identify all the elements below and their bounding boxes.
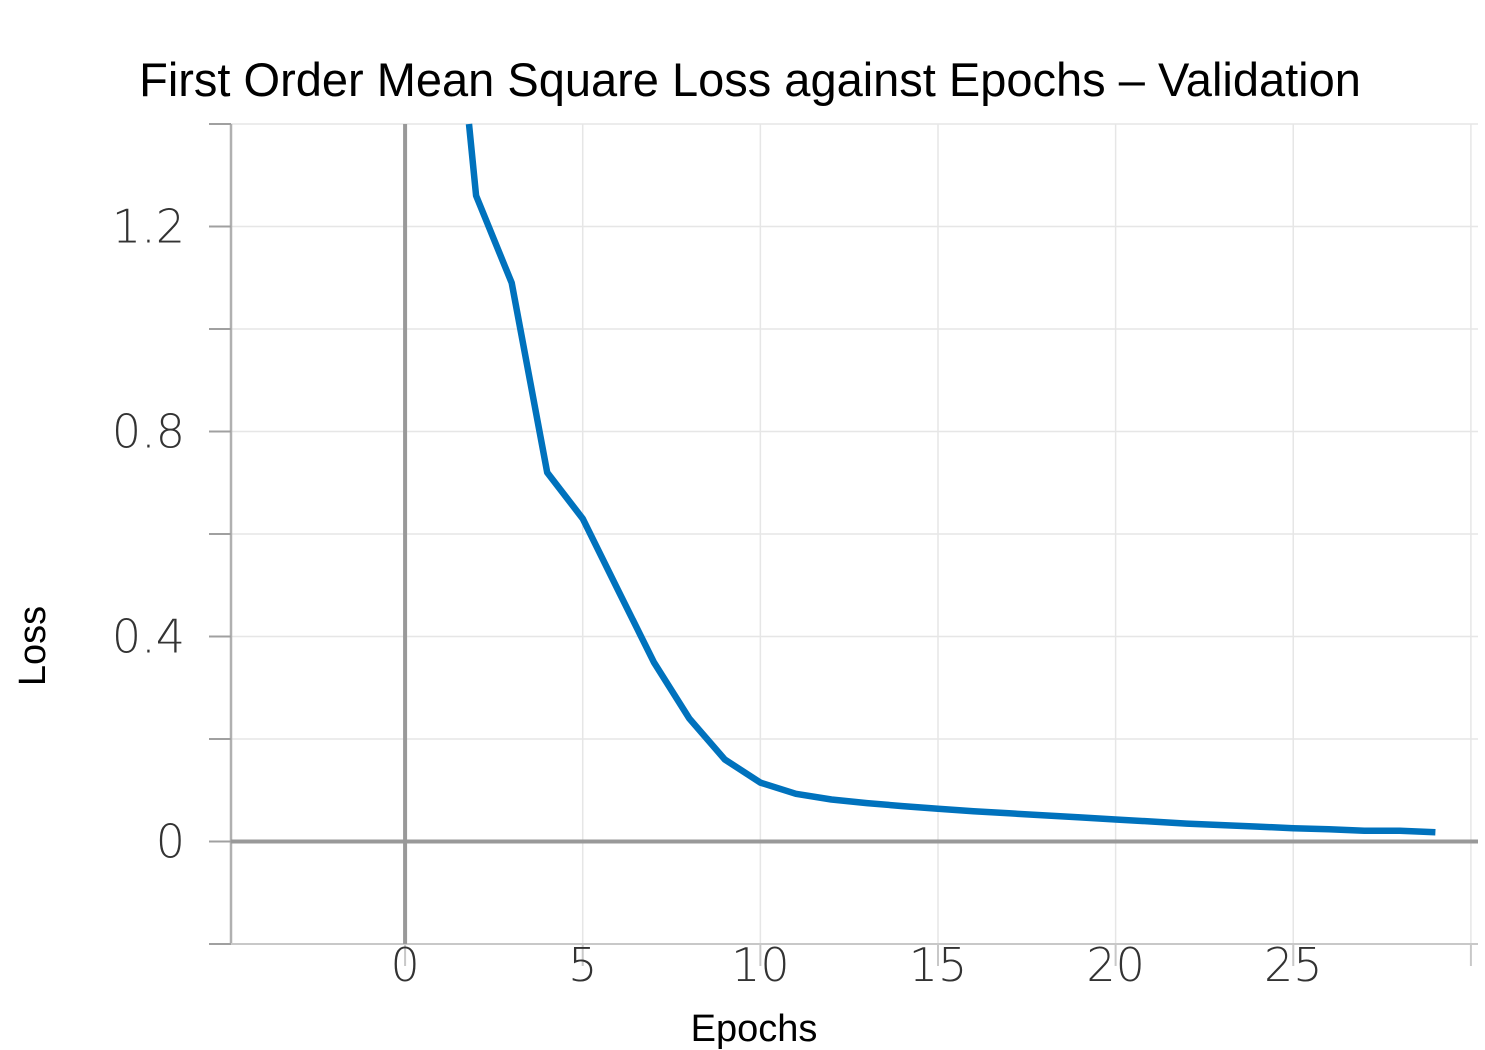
series-layer [465, 123, 1436, 836]
x-tick-label: 10 [731, 938, 790, 992]
x-tick-label: 5 [568, 938, 597, 992]
zero-axes [231, 124, 1478, 944]
x-axis-label: Epochs [691, 1008, 818, 1050]
y-tick-label: 1.2 [112, 200, 185, 254]
grid-lines [231, 123, 1478, 945]
axes-frame [209, 123, 1478, 966]
y-tick-label: 0.8 [112, 405, 185, 459]
x-tick-label: 25 [1264, 938, 1323, 992]
x-tick-label: 15 [909, 938, 968, 992]
y-axis-label: Loss [12, 606, 54, 686]
series-line [465, 123, 1436, 836]
y-tick-label: 0.4 [112, 610, 185, 664]
x-tick-label: 20 [1086, 938, 1145, 992]
tick-labels: 0 0.4 0.8 1.2 0 5 10 15 20 25 [112, 200, 1323, 993]
chart-title: First Order Mean Square Loss against Epo… [139, 53, 1361, 106]
y-tick-label: 0 [156, 815, 185, 869]
x-tick-label: 0 [390, 938, 419, 992]
